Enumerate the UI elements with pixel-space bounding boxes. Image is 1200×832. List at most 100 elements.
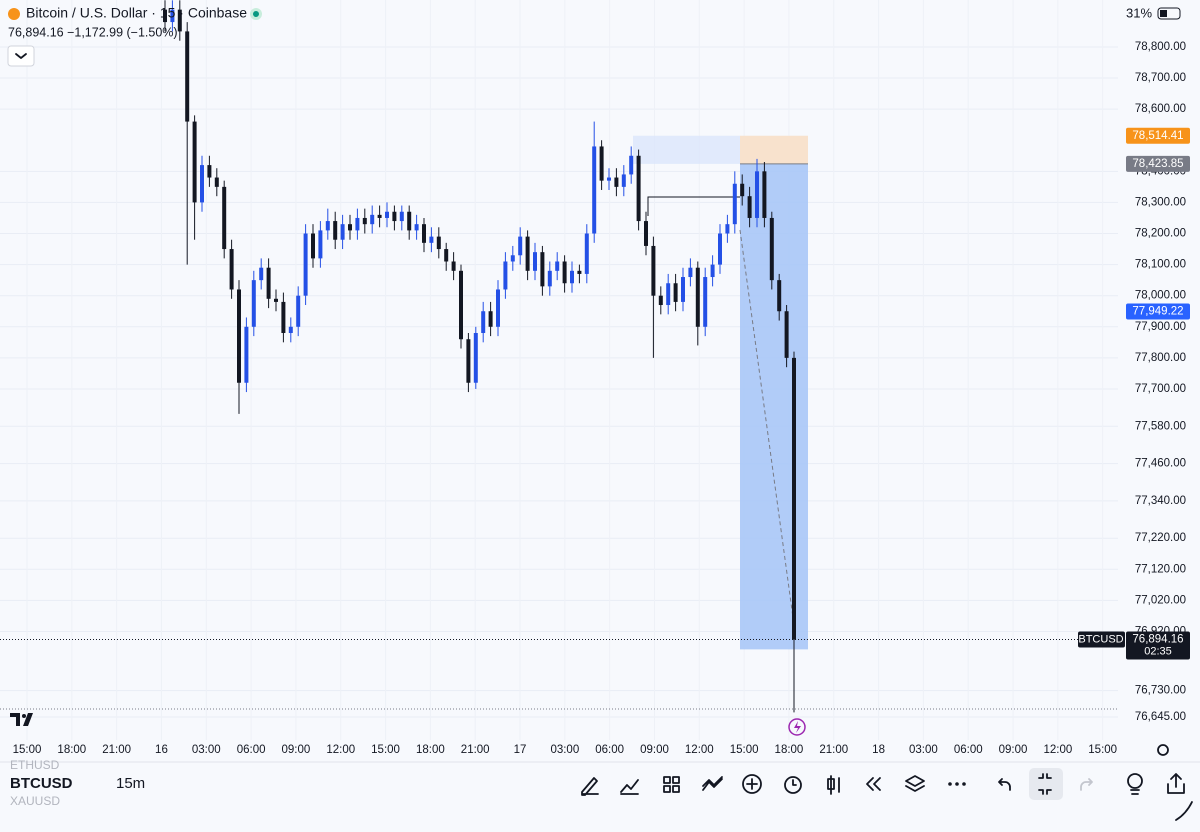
candle-body: [651, 245, 656, 296]
candle-body: [296, 295, 301, 327]
candle-body: [303, 233, 308, 296]
alert[interactable]: [784, 776, 802, 794]
candle-body: [577, 270, 582, 274]
candle-body: [407, 211, 412, 231]
candle-body: [599, 146, 604, 181]
stop-label: 78,514.41: [1132, 130, 1183, 142]
x-tick-label: 18: [872, 744, 885, 756]
layers[interactable]: [905, 775, 925, 792]
replay[interactable]: [866, 777, 881, 791]
candle-body: [362, 217, 367, 225]
candle-body: [288, 326, 293, 333]
candle-body: [784, 311, 789, 358]
candle-body: [422, 224, 426, 243]
symbol-next[interactable]: XAUUSD: [10, 794, 60, 808]
target-zone: [740, 163, 808, 650]
x-tick-label: 06:00: [595, 744, 624, 756]
tv-logo-dot: [22, 714, 26, 718]
x-tick-label: 21:00: [461, 744, 490, 756]
lightning: [794, 721, 801, 733]
exit-fullscreen: [1038, 773, 1052, 795]
y-tick-label: 78,000.00: [1135, 290, 1186, 302]
collapse-button[interactable]: [7, 45, 35, 67]
candle-body: [459, 270, 463, 340]
ideas[interactable]: [1127, 773, 1143, 789]
fullscreen-bg[interactable]: [1029, 768, 1063, 800]
share[interactable]: [1167, 773, 1185, 794]
x-tick-label: 06:00: [237, 744, 266, 756]
x-tick-label: 15:00: [1088, 744, 1117, 756]
candle-body: [192, 121, 197, 203]
redo[interactable]: [1080, 778, 1093, 791]
candle-body: [747, 196, 752, 218]
candle-body: [237, 289, 241, 383]
candle-body: [510, 255, 515, 262]
y-tick-label: 77,900.00: [1135, 321, 1186, 333]
candle-body: [333, 221, 338, 240]
symbol-title[interactable]: Bitcoin / U.S. Dollar · 15 · Coinbase: [26, 5, 247, 21]
x-tick-label: 21:00: [819, 744, 848, 756]
battery-icon: [1157, 7, 1181, 20]
candle-body: [281, 301, 286, 333]
candle-body: [429, 236, 434, 243]
candle-body: [777, 280, 782, 312]
symbol-prev[interactable]: ETHUSD: [10, 758, 60, 772]
more-1[interactable]: [948, 782, 952, 786]
compare[interactable]: [702, 776, 723, 791]
candle-body: [229, 249, 234, 290]
x-tick-label: 17: [514, 744, 527, 756]
quote: 76,894.16 −1,172.99 (−1.50%): [8, 25, 178, 39]
event-marker[interactable]: [788, 718, 806, 736]
candle-body: [607, 177, 611, 181]
candle-body: [732, 183, 737, 225]
y-tick-label: 77,700.00: [1135, 383, 1186, 395]
candle-body: [688, 267, 693, 278]
draw-tool[interactable]: [581, 777, 599, 796]
entry-label-box: [1126, 155, 1190, 172]
alert-label: 77,949.22: [1132, 306, 1183, 318]
more-3: [962, 782, 966, 786]
indicators[interactable]: [620, 779, 639, 795]
candle-body: [769, 217, 774, 281]
tv-logo: [10, 713, 33, 726]
undo[interactable]: [998, 778, 1011, 791]
add[interactable]: [742, 774, 762, 794]
symbol-current[interactable]: BTCUSD: [10, 775, 73, 792]
x-tick-label: 12:00: [326, 744, 355, 756]
candle-body: [695, 267, 700, 327]
candle-body: [473, 333, 478, 383]
chart-type[interactable]: [827, 775, 840, 795]
x-tick-label: 03:00: [909, 744, 938, 756]
alert-label-box: [1126, 303, 1190, 320]
x-tick-label: 03:00: [550, 744, 579, 756]
y-tick-label: 78,300.00: [1135, 196, 1186, 208]
candle-body: [222, 186, 227, 250]
candle-body: [555, 261, 560, 271]
candle-body: [340, 224, 345, 240]
candle-body: [644, 221, 648, 246]
settings-icon[interactable]: [1157, 744, 1169, 756]
symbol-tag-box: [1078, 631, 1125, 648]
candle-body: [444, 249, 449, 262]
candle-body: [666, 283, 671, 306]
x-tick-label: 16: [155, 744, 168, 756]
candle-body: [547, 270, 552, 287]
interval[interactable]: 15m: [116, 775, 145, 792]
y-tick-label: 76,730.00: [1135, 685, 1186, 697]
y-tick-label: 77,220.00: [1135, 532, 1186, 544]
layouts[interactable]: [663, 776, 680, 793]
candle-body: [710, 264, 715, 278]
ideas-base: [1130, 789, 1140, 795]
y-tick-label: 77,460.00: [1135, 458, 1186, 470]
candle-body: [266, 267, 271, 299]
candle-body: [584, 233, 589, 274]
candle-body: [681, 277, 685, 302]
candle-body: [496, 289, 500, 327]
y-tick-label: 77,580.00: [1135, 420, 1186, 432]
candle-body: [762, 171, 767, 218]
candle-body: [355, 217, 360, 231]
candle-body: [163, 9, 167, 23]
level-line: [647, 196, 740, 216]
x-tick-label: 12:00: [685, 744, 714, 756]
candle-body: [177, 9, 182, 32]
